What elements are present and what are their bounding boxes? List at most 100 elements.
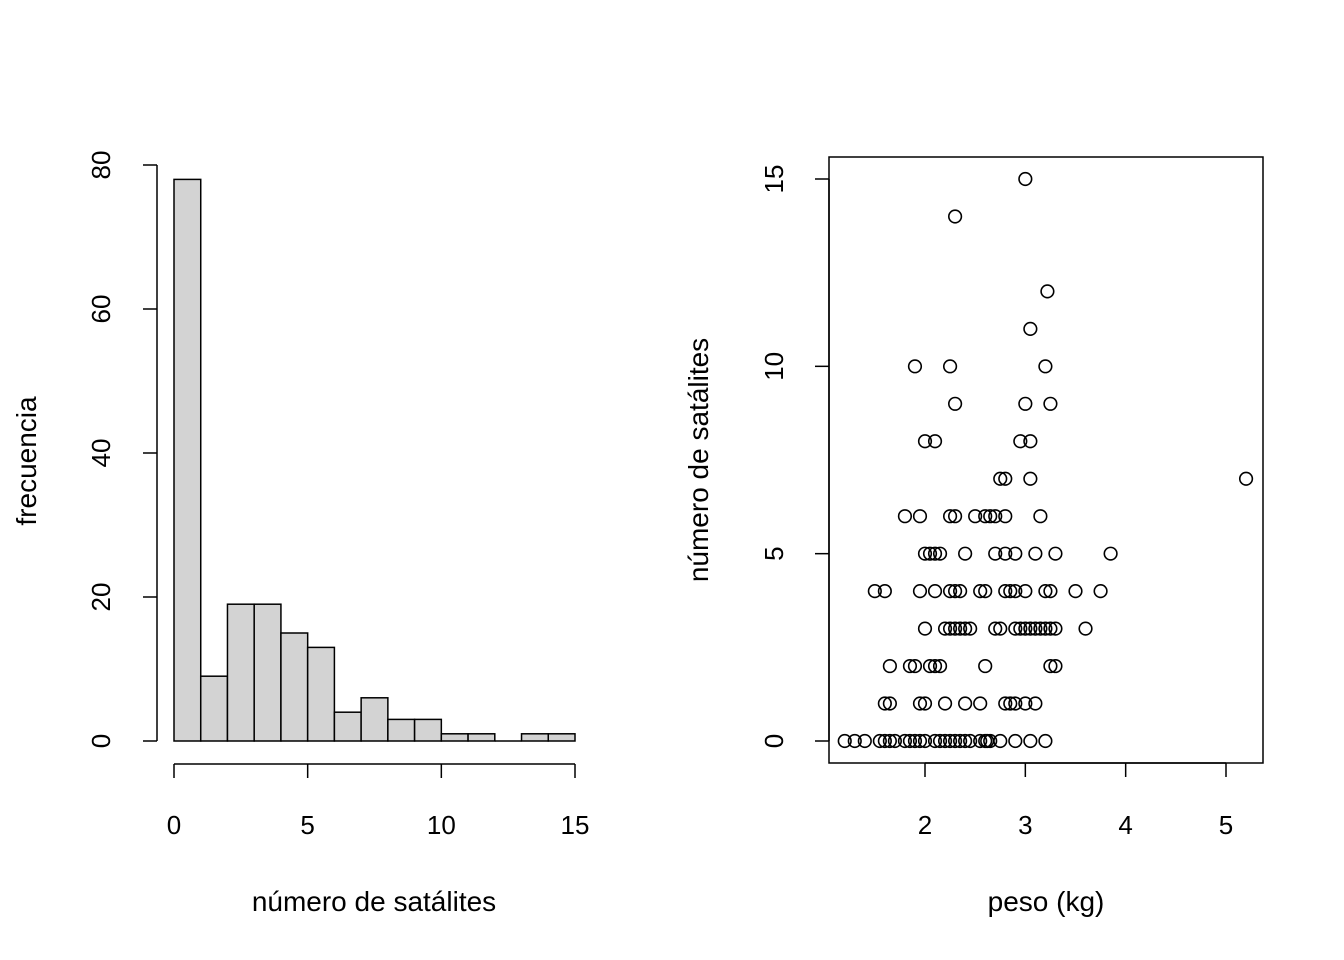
scatter-point xyxy=(947,509,963,524)
scatter-point xyxy=(983,509,998,524)
histogram-bar xyxy=(467,733,496,742)
scatter-point xyxy=(998,471,1013,486)
scatter-point xyxy=(942,509,958,524)
scatter-y-tick-label: 0 xyxy=(759,734,789,748)
scatter-point xyxy=(907,658,923,674)
scatter-y-axis-title: número de satálites xyxy=(683,338,714,582)
scatter-point xyxy=(1023,434,1038,449)
scatter-point xyxy=(998,546,1013,561)
scatter-x-tick-label: 2 xyxy=(918,810,932,840)
scatter-point xyxy=(942,621,958,636)
scatter-point xyxy=(988,509,1003,524)
scatter-point xyxy=(973,733,988,749)
scatter-point xyxy=(998,509,1013,524)
scatter-point xyxy=(932,658,948,674)
scatter-point xyxy=(1078,621,1093,636)
scatter-point xyxy=(1008,546,1023,561)
scatter-point xyxy=(1018,584,1033,599)
scatter-point xyxy=(927,434,943,449)
histogram-x-tick-label: 10 xyxy=(427,810,456,840)
scatter-x-axis-title: peso (kg) xyxy=(988,886,1105,917)
scatter-y-tick-label: 15 xyxy=(759,165,789,194)
scatter-point xyxy=(877,584,892,599)
scatter-point xyxy=(937,621,953,636)
scatter-point xyxy=(958,546,973,561)
scatter-point xyxy=(927,546,943,561)
scatter-point xyxy=(912,509,928,524)
scatter-point xyxy=(912,584,928,599)
histogram-bar xyxy=(360,697,389,742)
histogram-y-tick-label: 20 xyxy=(86,583,116,612)
scatter-point xyxy=(983,733,998,749)
scatter-point xyxy=(902,733,918,749)
histogram-bar xyxy=(440,733,469,742)
scatter-point xyxy=(917,621,933,636)
scatter-point xyxy=(978,509,993,524)
scatter-point xyxy=(978,658,993,674)
scatter-point xyxy=(1038,359,1053,374)
scatter-point xyxy=(1028,621,1043,636)
scatter-point xyxy=(937,696,953,711)
scatter-x-tick-label: 3 xyxy=(1018,810,1032,840)
scatter-point xyxy=(877,696,892,711)
histogram-bar xyxy=(520,733,550,742)
scatter-point xyxy=(942,733,958,749)
scatter-point xyxy=(1013,434,1028,449)
histogram-x-axis: 0 5 10 15 xyxy=(167,763,589,840)
scatter-point xyxy=(1023,621,1038,636)
scatter-point xyxy=(1028,546,1043,561)
scatter-point xyxy=(1013,621,1028,636)
scatter-point xyxy=(1038,584,1053,599)
scatter-point xyxy=(897,733,913,749)
histogram-y-axis: 0 20 40 60 80 xyxy=(86,151,158,748)
scatter-points xyxy=(837,171,1254,749)
scatter-y-tick-label: 10 xyxy=(759,352,789,381)
scatter-point xyxy=(882,733,897,749)
scatter-point xyxy=(958,621,973,636)
scatter-point xyxy=(1043,396,1058,411)
scatter-point xyxy=(978,584,993,599)
histogram-bar xyxy=(387,718,416,742)
scatter-point xyxy=(953,621,968,636)
scatter-point xyxy=(1033,621,1048,636)
histogram-bar xyxy=(199,675,229,742)
scatter-point xyxy=(847,733,862,749)
scatter-point xyxy=(1003,584,1018,599)
scatter-point xyxy=(927,658,943,674)
histogram-bar xyxy=(306,646,336,742)
scatter-point xyxy=(1093,584,1108,599)
scatter-point xyxy=(1068,584,1083,599)
scatter-point xyxy=(1043,658,1058,674)
scatter-point xyxy=(1023,321,1038,336)
scatter-point xyxy=(897,509,913,524)
histogram-bar xyxy=(547,733,576,742)
scatter-panel: 2 3 4 5 0 5 10 15 peso (kg) número de satálite… xyxy=(683,156,1264,917)
histogram-y-tick-label: 80 xyxy=(86,151,116,180)
histogram-bar xyxy=(173,178,202,742)
scatter-point xyxy=(857,733,872,749)
scatter-point xyxy=(917,733,933,749)
histogram-bar xyxy=(280,632,309,742)
scatter-point xyxy=(907,733,923,749)
scatter-point xyxy=(1018,396,1033,411)
scatter-point xyxy=(922,658,938,674)
scatter-point xyxy=(872,733,887,749)
scatter-point xyxy=(1018,696,1033,711)
scatter-point xyxy=(907,359,923,374)
scatter-point xyxy=(1238,471,1254,486)
scatter-point xyxy=(902,658,918,674)
scatter-point xyxy=(1043,621,1058,636)
scatter-point xyxy=(922,546,938,561)
scatter-point xyxy=(953,733,968,749)
scatter-x-tick-label: 5 xyxy=(1219,810,1233,840)
scatter-x-axis: 2 3 4 5 xyxy=(918,762,1233,840)
scatter-point xyxy=(1048,658,1063,674)
scatter-point xyxy=(917,546,933,561)
histogram-bar xyxy=(413,718,443,742)
scatter-point xyxy=(947,584,963,599)
scatter-point xyxy=(993,733,1008,749)
scatter-point xyxy=(932,546,948,561)
scatter-point xyxy=(1023,733,1038,749)
scatter-point xyxy=(887,733,903,749)
